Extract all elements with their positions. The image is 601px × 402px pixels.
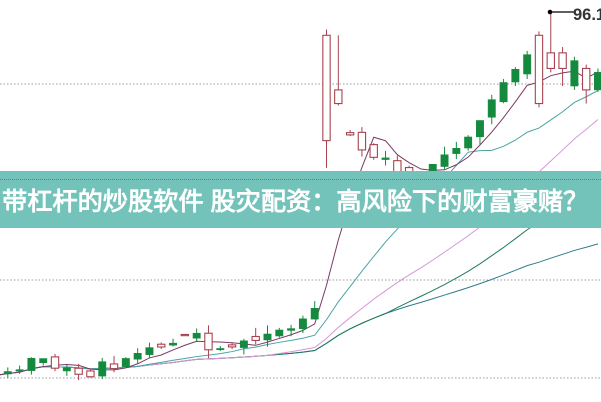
svg-text:96.18: 96.18 [573, 6, 601, 24]
